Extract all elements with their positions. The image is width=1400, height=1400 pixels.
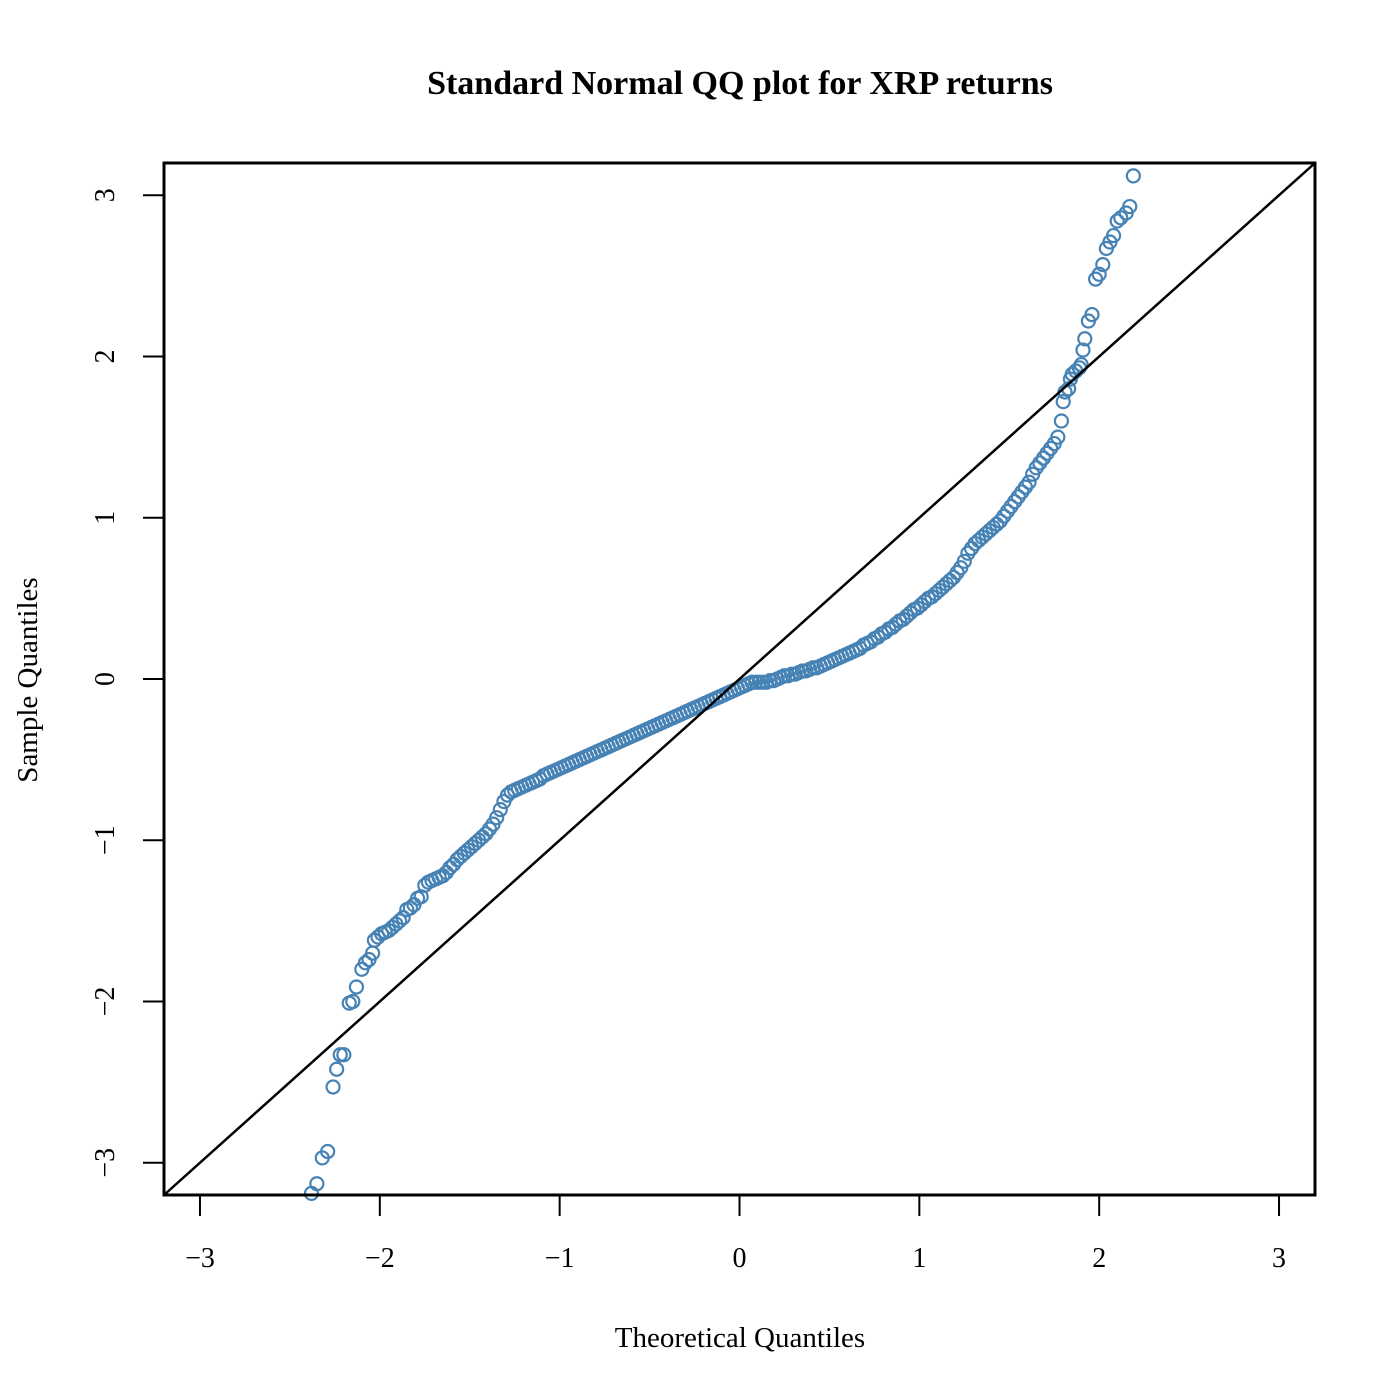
data-points	[303, 168, 1141, 1201]
data-point	[1077, 331, 1093, 347]
y-tick-label: 3	[90, 188, 121, 202]
x-tick-label: 2	[1092, 1243, 1106, 1274]
data-point	[1075, 342, 1091, 358]
data-point	[1053, 413, 1070, 429]
y-tick-label: −3	[90, 1148, 121, 1178]
x-axis: −3 −2 −1 0 1 2 3	[185, 1194, 1286, 1274]
data-point	[348, 979, 365, 995]
data-point	[345, 993, 361, 1010]
data-point	[357, 955, 374, 971]
x-tick-label: 1	[912, 1243, 926, 1274]
data-point	[1091, 266, 1107, 282]
data-point	[1109, 213, 1125, 229]
data-point	[329, 1061, 345, 1077]
data-point	[1084, 306, 1100, 323]
data-point	[402, 900, 418, 916]
reference-line	[163, 162, 1316, 1196]
data-point	[1125, 168, 1141, 184]
data-point	[492, 802, 508, 818]
data-point	[489, 810, 505, 826]
y-tick-label: −1	[90, 825, 121, 855]
x-axis-label: Theoretical Quantiles	[615, 1322, 865, 1354]
x-tick-label: −2	[365, 1243, 395, 1274]
data-point	[336, 1047, 352, 1063]
data-point	[325, 1079, 341, 1095]
data-point	[956, 553, 972, 569]
data-point	[1050, 429, 1066, 445]
data-point	[1021, 474, 1037, 490]
y-axis-label: Sample Quantiles	[12, 577, 44, 782]
x-tick-label: −3	[185, 1243, 215, 1274]
chart-title: Standard Normal QQ plot for XRP returns	[427, 65, 1053, 102]
reference-line-group	[163, 162, 1316, 1196]
data-point	[1095, 256, 1111, 273]
data-point	[1105, 227, 1122, 244]
y-tick-label: 1	[90, 511, 121, 525]
data-point	[320, 1143, 336, 1160]
y-tick-label: −2	[90, 987, 121, 1017]
y-tick-label: 2	[90, 350, 121, 364]
plot-frame	[162, 161, 1317, 1197]
data-point	[1055, 394, 1071, 410]
data-point	[309, 1176, 325, 1192]
x-tick-label: 3	[1272, 1243, 1286, 1274]
data-point	[391, 913, 408, 929]
x-tick-label: 0	[733, 1243, 747, 1274]
y-tick-label: 0	[90, 672, 121, 686]
y-axis: −3 −2 −1 0 1 2 3	[90, 188, 165, 1178]
data-point	[1122, 198, 1138, 215]
data-point	[395, 910, 411, 926]
x-tick-label: −1	[545, 1243, 575, 1274]
